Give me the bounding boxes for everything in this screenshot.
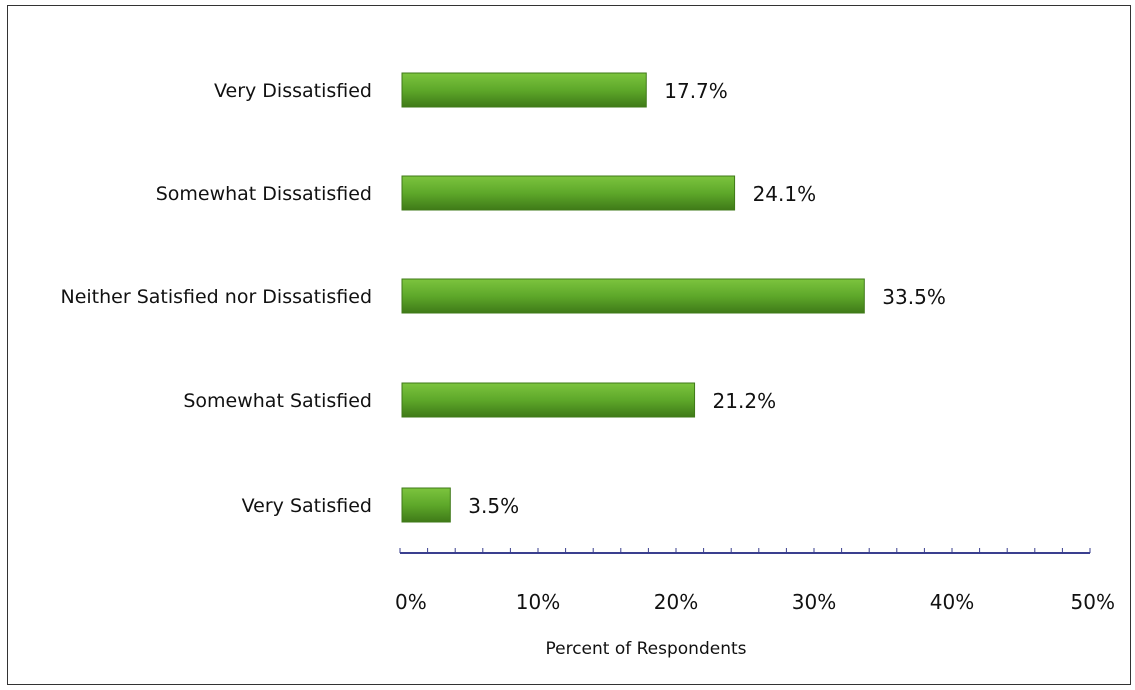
bar — [401, 72, 647, 108]
category-label: Neither Satisfied nor Dissatisfied — [60, 286, 372, 308]
x-tick-label: 30% — [792, 590, 836, 614]
x-tick-label: 10% — [516, 590, 560, 614]
data-label: 17.7% — [664, 79, 728, 103]
data-label: 3.5% — [468, 494, 519, 518]
data-label: 33.5% — [882, 285, 946, 309]
x-tick-label: 0% — [395, 590, 427, 614]
x-axis: 0% 10% 20% 30% 40% 50% — [395, 548, 1115, 614]
category-label: Somewhat Dissatisfied — [156, 183, 372, 205]
data-label: 21.2% — [713, 389, 777, 413]
x-tick-label: 40% — [930, 590, 974, 614]
bar — [401, 278, 865, 314]
chart-frame — [7, 5, 1131, 685]
category-label: Very Satisfied — [242, 495, 372, 517]
bar — [401, 382, 696, 418]
bar — [401, 175, 736, 211]
x-tick-label: 50% — [1071, 590, 1115, 614]
category-label: Very Dissatisfied — [214, 80, 372, 102]
x-axis-title: Percent of Respondents — [545, 639, 746, 659]
bars-group: Very Dissatisfied 17.7% Somewhat Dissatisf… — [60, 72, 946, 523]
data-label: 24.1% — [753, 182, 817, 206]
bar — [401, 487, 451, 523]
x-tick-label: 20% — [654, 590, 698, 614]
category-label: Somewhat Satisfied — [183, 390, 372, 412]
